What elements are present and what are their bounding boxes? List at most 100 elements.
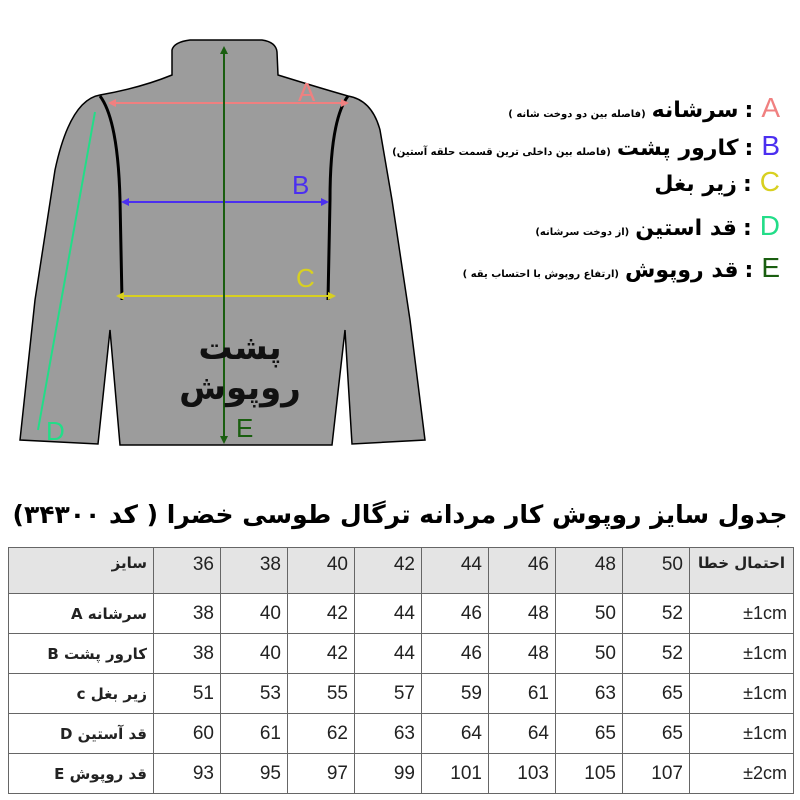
letter-b: B — [292, 170, 309, 200]
legend-note: (فاصله بین دو دوخت شانه ) — [508, 109, 646, 120]
table-cell: 38 — [153, 593, 221, 634]
table-cell: 51 — [153, 673, 221, 714]
table-cell: 65 — [622, 673, 690, 714]
tolerance-cell: ±1cm — [689, 593, 794, 634]
legend-name: قد روپوش — [624, 258, 739, 283]
table-cell: 99 — [354, 753, 422, 794]
arrow-a — [108, 99, 349, 107]
table-cell: 105 — [555, 753, 623, 794]
left-armhole-seam — [98, 95, 124, 301]
row-label: زیر بغل c — [8, 673, 154, 714]
table-cell: 65 — [622, 713, 690, 754]
table-row: قد آستین D 60 61 62 63 64 64 65 65 ±1cm — [8, 713, 794, 754]
row-label: قد آستین D — [8, 713, 154, 754]
table-cell: 50 — [555, 593, 623, 634]
table-cell: 52 — [622, 593, 690, 634]
table-cell: 60 — [153, 713, 221, 754]
legend-item-c: C: زیر بغل — [654, 166, 780, 198]
legend-note: (ارتفاع روپوش با احتساب یقه ) — [462, 269, 619, 280]
table-cell: 40 — [220, 593, 288, 634]
header-tolerance: احتمال خطا — [689, 547, 794, 594]
row-label: کارور پشت B — [8, 633, 154, 674]
legend-letter: D — [759, 210, 780, 241]
table-cell: 44 — [354, 633, 422, 674]
table-row: قد روپوش E 93 95 97 99 101 103 105 107 ±2cm — [8, 753, 794, 794]
header-size: 48 — [555, 547, 623, 594]
table-cell: 63 — [555, 673, 623, 714]
tolerance-cell: ±1cm — [689, 673, 794, 714]
arrow-c — [116, 292, 336, 300]
table-cell: 103 — [488, 753, 556, 794]
table-cell: 52 — [622, 633, 690, 674]
header-size-label: سایز — [8, 547, 154, 594]
letter-a: A — [298, 77, 316, 107]
row-label: سرشانه A — [8, 593, 154, 634]
table-cell: 93 — [153, 753, 221, 794]
table-cell: 48 — [488, 593, 556, 634]
table-cell: 95 — [220, 753, 288, 794]
table-cell: 59 — [421, 673, 489, 714]
table-cell: 55 — [287, 673, 355, 714]
table-cell: 57 — [354, 673, 422, 714]
legend-name: سرشانه — [651, 98, 739, 123]
table-row: سرشانه A 38 40 42 44 46 48 50 52 ±1cm — [8, 593, 794, 634]
table-cell: 48 — [488, 633, 556, 674]
table-cell: 61 — [220, 713, 288, 754]
header-size: 36 — [153, 547, 221, 594]
letter-d: D — [46, 416, 65, 446]
letter-c: C — [296, 263, 315, 293]
arrow-d — [37, 111, 96, 431]
table-cell: 50 — [555, 633, 623, 674]
letter-e: E — [236, 413, 253, 443]
legend-item-d: D: قد استین (از دوخت سرشانه) — [535, 210, 780, 242]
legend-letter: B — [761, 130, 780, 161]
tolerance-cell: ±1cm — [689, 633, 794, 674]
table-cell: 40 — [220, 633, 288, 674]
table-row: زیر بغل c 51 53 55 57 59 61 63 65 ±1cm — [8, 673, 794, 714]
size-table: سایز 36 38 40 42 44 46 48 50 احتمال خطا سرشانه A 38… — [8, 547, 794, 794]
table-cell: 61 — [488, 673, 556, 714]
legend-colon: : — [742, 172, 752, 197]
arrow-e — [220, 46, 228, 444]
table-cell: 46 — [421, 593, 489, 634]
legend-colon: : — [742, 216, 752, 241]
header-size: 50 — [622, 547, 690, 594]
table-cell: 44 — [354, 593, 422, 634]
table-cell: 64 — [488, 713, 556, 754]
table-cell: 42 — [287, 593, 355, 634]
legend-note: (از دوخت سرشانه) — [535, 227, 630, 238]
header-size: 44 — [421, 547, 489, 594]
table-cell: 63 — [354, 713, 422, 754]
table-cell: 42 — [287, 633, 355, 674]
table-cell: 101 — [421, 753, 489, 794]
legend-note: (فاصله بین داخلی ترین قسمت حلقه آستین) — [392, 147, 611, 158]
table-cell: 97 — [287, 753, 355, 794]
jacket-diagram: A B C D E — [19, 39, 426, 446]
header-size: 46 — [488, 547, 556, 594]
table-header-row: سایز 36 38 40 42 44 46 48 50 احتمال خطا — [8, 547, 794, 594]
table-cell: 53 — [220, 673, 288, 714]
table-cell: 62 — [287, 713, 355, 754]
legend-name: زیر بغل — [654, 172, 737, 197]
back-label: پشت روپوش — [179, 328, 301, 408]
legend-colon: : — [744, 136, 754, 161]
header-size: 40 — [287, 547, 355, 594]
table-cell: 64 — [421, 713, 489, 754]
jacket-shape — [19, 39, 426, 446]
header-size: 38 — [220, 547, 288, 594]
table-cell: 38 — [153, 633, 221, 674]
header-size: 42 — [354, 547, 422, 594]
legend-letter: C — [759, 166, 780, 197]
table-title: جدول سایز روپوش کار مردانه ترگال طوسی خض… — [12, 500, 788, 529]
tolerance-cell: ±1cm — [689, 713, 794, 754]
legend-colon: : — [744, 258, 754, 283]
legend-letter: E — [761, 252, 780, 283]
table-cell: 107 — [622, 753, 690, 794]
table-row: کارور پشت B 38 40 42 44 46 48 50 52 ±1cm — [8, 633, 794, 674]
legend-item-e: E: قد روپوش (ارتفاع روپوش با احتساب یقه ) — [463, 252, 780, 284]
legend-name: قد استین — [635, 216, 737, 241]
row-label: قد روپوش E — [8, 753, 154, 794]
tolerance-cell: ±2cm — [689, 753, 794, 794]
legend-letter: A — [761, 92, 780, 123]
